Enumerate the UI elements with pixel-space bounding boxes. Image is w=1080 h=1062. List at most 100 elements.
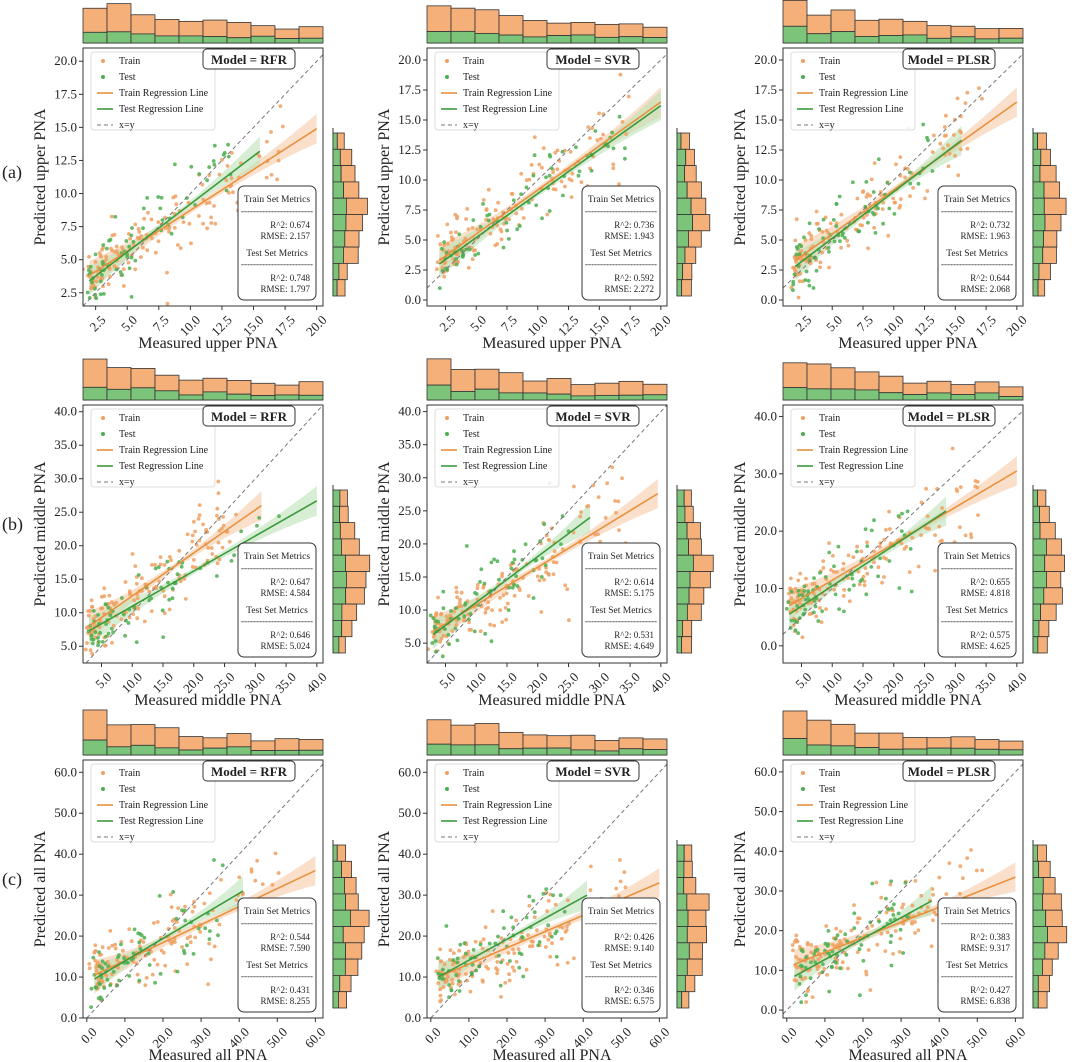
test-rmse: RMSE: 6.838	[960, 996, 1010, 1006]
hist-bar-test	[332, 522, 341, 540]
hist-bar-train	[570, 734, 596, 751]
data-point	[180, 908, 184, 913]
data-point	[143, 953, 148, 958]
data-point	[819, 620, 824, 624]
data-point	[111, 623, 116, 628]
data-point	[448, 948, 453, 953]
data-point	[141, 206, 146, 211]
data-point	[506, 951, 511, 955]
data-point	[500, 620, 505, 624]
hist-bar-test	[878, 392, 904, 401]
data-point	[209, 221, 214, 225]
test-rmse: RMSE: 4.649	[604, 641, 654, 651]
data-point	[99, 606, 103, 611]
hist-bar-test	[676, 909, 689, 927]
data-point	[827, 541, 831, 545]
data-point	[443, 260, 448, 265]
test-r2: R^2: 0.646	[270, 630, 310, 640]
data-point	[531, 173, 536, 178]
metrics-frame	[937, 185, 1017, 301]
hist-bar-test	[878, 748, 904, 756]
hist-bar-test	[1032, 860, 1040, 878]
data-point	[852, 903, 856, 907]
hist-bar-test	[676, 636, 683, 654]
data-point	[93, 949, 98, 953]
data-point	[603, 516, 608, 520]
data-point	[527, 177, 532, 182]
data-point	[503, 980, 508, 985]
data-point	[980, 96, 984, 101]
data-point	[135, 596, 140, 601]
data-point	[888, 527, 892, 531]
hist-bar-train	[498, 15, 524, 36]
data-point	[488, 622, 493, 627]
data-point	[837, 607, 841, 611]
hist-bar-test	[546, 393, 572, 401]
hist-bar-train	[1037, 844, 1047, 862]
data-point	[534, 558, 539, 563]
data-point	[540, 556, 545, 561]
hist-bar-test	[594, 750, 620, 756]
data-point	[791, 288, 795, 292]
data-point	[785, 606, 789, 611]
data-point	[489, 560, 494, 565]
data-point	[809, 943, 814, 947]
train-r2: R^2: 0.426	[614, 932, 654, 942]
data-point	[558, 893, 563, 898]
data-point	[495, 960, 500, 964]
hist-bar-test	[1032, 505, 1040, 523]
data-point	[144, 976, 149, 980]
hist-bar-test	[332, 636, 340, 654]
plot-area	[427, 405, 667, 663]
legend-test-label: Test	[463, 429, 480, 440]
data-point	[958, 485, 963, 489]
data-point	[866, 246, 870, 251]
legend-train-label: Train	[463, 413, 484, 424]
data-point	[910, 903, 915, 908]
data-point	[544, 945, 548, 949]
data-point	[159, 195, 164, 200]
legend-identity-label: x=y	[463, 477, 479, 488]
data-point	[517, 224, 522, 228]
data-point	[460, 249, 465, 253]
data-point	[892, 212, 897, 216]
hist-bar-train	[474, 368, 500, 390]
data-point	[443, 627, 447, 631]
hist-bar-test	[106, 31, 132, 44]
hist-bar-test	[676, 877, 685, 895]
data-point	[160, 218, 165, 222]
hist-bar-train	[1037, 279, 1046, 297]
data-point	[504, 220, 509, 225]
data-point	[975, 485, 980, 490]
legend-test-line-label: Test Regression Line	[819, 104, 904, 115]
hist-bar-train	[1042, 246, 1057, 264]
data-point	[789, 589, 794, 594]
data-point	[100, 945, 105, 950]
hist-bar-test	[676, 860, 685, 878]
y-tick-label: 15.0	[54, 571, 77, 586]
data-point	[498, 983, 503, 988]
hist-bar-test	[998, 37, 1024, 44]
data-point	[566, 898, 570, 903]
data-point	[197, 172, 202, 176]
data-point	[205, 226, 210, 231]
data-point	[191, 558, 196, 562]
hist-bar-train	[926, 380, 952, 394]
legend-test-marker	[801, 75, 805, 79]
hist-bar-test	[426, 384, 452, 401]
data-point	[834, 926, 839, 931]
data-point	[514, 211, 519, 216]
data-point	[919, 500, 924, 505]
data-point	[445, 222, 450, 227]
model-label-text: Model = SVR	[555, 52, 631, 67]
data-point	[466, 227, 471, 232]
data-point	[875, 942, 880, 947]
y-tick-label: 50.0	[54, 805, 77, 820]
hist-bar-train	[82, 709, 108, 741]
data-point	[457, 989, 462, 993]
data-point	[792, 618, 797, 623]
hist-bar-train	[684, 165, 697, 183]
hist-bar-train	[687, 909, 707, 927]
metrics-frame	[937, 897, 1017, 1013]
legend-train-label: Train	[119, 413, 140, 424]
